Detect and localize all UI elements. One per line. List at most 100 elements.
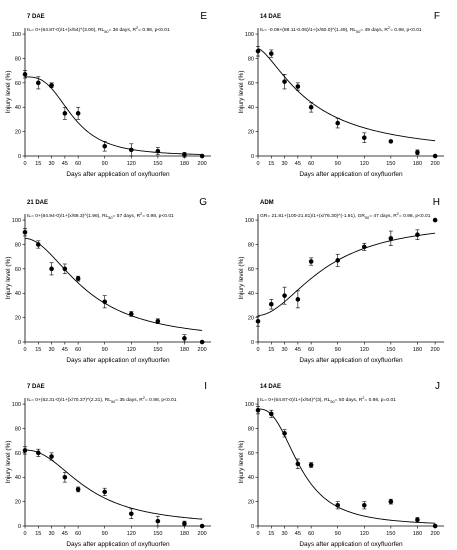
fit-equation: IL= 0+(64.87-0)/1+(x/54)^(3), RL50= 50 d… <box>260 396 396 404</box>
fit-equation: IL= 0+(84.94-0)/1+(x/69.3)^(1.96), RL50=… <box>27 212 174 220</box>
fit-curve <box>257 232 436 316</box>
fit-equation: IL= -0.06+(88.11-0.06)/1+(x/60.0)^(1.49)… <box>260 26 422 34</box>
x-tick-label: 90 <box>335 161 341 167</box>
y-tick-label: 80 <box>248 242 254 248</box>
panel-title: 21 DAE <box>27 200 48 206</box>
data-point <box>335 502 341 508</box>
data-point <box>199 153 205 159</box>
panel-letter: G <box>199 197 207 208</box>
data-point <box>35 450 41 456</box>
y-tick-label: 60 <box>15 267 21 273</box>
x-tick-label: 90 <box>102 161 108 167</box>
data-point <box>182 336 187 341</box>
y-axis-title: Injury level (%) <box>238 441 245 484</box>
x-tick-label: 15 <box>35 161 41 167</box>
x-tick-label: 0 <box>256 531 259 537</box>
y-axis-title: Injury level (%) <box>5 71 12 114</box>
data-point <box>388 499 394 504</box>
x-tick-label: 60 <box>75 161 81 167</box>
panel-title: ADM <box>260 200 274 206</box>
x-tick-label: 200 <box>198 161 207 167</box>
x-tick-label: 150 <box>153 161 162 167</box>
y-tick-label: 40 <box>15 475 21 481</box>
y-tick-label: 40 <box>248 475 254 481</box>
fit-equation: IL= 0+(64.87-0)/1+(x/54)^(3.00), RL50= 3… <box>27 26 170 34</box>
data-point <box>361 502 367 508</box>
data-point <box>335 258 341 263</box>
data-point <box>22 72 28 77</box>
x-tick-label: 150 <box>386 347 395 353</box>
y-tick-label: 80 <box>248 426 254 432</box>
data-point <box>415 150 420 155</box>
data-point <box>308 462 314 468</box>
x-axis-title: Days after application of oxyfluorfen <box>299 171 403 178</box>
x-tick-label: 0 <box>23 347 26 353</box>
x-tick-label: 45 <box>295 531 301 537</box>
x-tick-label: 120 <box>127 161 136 167</box>
y-tick-label: 100 <box>12 32 21 38</box>
y-tick-label: 80 <box>15 56 21 62</box>
y-axis-title: Injury level (%) <box>5 441 12 484</box>
y-tick-label: 0 <box>18 340 21 346</box>
x-tick-label: 90 <box>335 347 341 353</box>
x-tick-label: 150 <box>386 161 395 167</box>
panel-title: 7 DAE <box>27 384 45 390</box>
data-point <box>155 518 161 524</box>
data-point <box>62 111 68 116</box>
panel-title: 14 DAE <box>260 14 281 20</box>
x-axis-title: Days after application of oxyfluorfen <box>299 357 403 364</box>
x-tick-label: 30 <box>49 531 55 537</box>
data-point <box>102 489 108 495</box>
data-point <box>128 147 134 153</box>
data-point <box>361 135 367 141</box>
panel-h: 0 20 40 60 80 100 0 15 30 45 60 90 120 150 180 200 Days … <box>238 197 444 364</box>
data-point <box>128 311 134 317</box>
x-tick-label: 90 <box>335 531 341 537</box>
data-point <box>199 523 205 529</box>
x-tick-label: 45 <box>62 347 68 353</box>
y-tick-label: 80 <box>15 242 21 248</box>
x-tick-label: 30 <box>282 347 288 353</box>
x-tick-label: 45 <box>62 531 68 537</box>
x-tick-label: 180 <box>413 531 422 537</box>
panel-e: 0 20 40 60 80 100 0 15 30 45 60 90 120 150 180 200 Days … <box>5 11 211 178</box>
x-tick-label: 120 <box>360 161 369 167</box>
data-point <box>35 80 41 86</box>
data-point <box>22 229 28 235</box>
data-point <box>255 407 261 413</box>
x-tick-label: 120 <box>360 347 369 353</box>
fit-curve <box>24 449 203 520</box>
panel-letter: H <box>433 197 440 208</box>
x-tick-label: 15 <box>35 347 41 353</box>
x-tick-label: 30 <box>49 161 55 167</box>
data-point <box>62 266 68 272</box>
fit-curve <box>257 408 436 524</box>
data-point <box>182 152 187 158</box>
data-point <box>432 523 438 529</box>
data-point <box>295 461 301 467</box>
x-axis-title: Days after application of oxyfluorfen <box>66 541 170 548</box>
panel-j: 0 20 40 60 80 100 0 15 30 45 60 90 120 150 180 200 Days … <box>238 381 444 548</box>
y-tick-label: 0 <box>18 154 21 160</box>
data-point <box>255 48 261 54</box>
y-tick-label: 80 <box>248 56 254 62</box>
x-tick-label: 200 <box>431 161 440 167</box>
data-point <box>155 148 161 154</box>
x-tick-label: 200 <box>431 347 440 353</box>
data-point <box>255 318 261 324</box>
y-tick-label: 40 <box>248 291 254 297</box>
x-tick-label: 60 <box>308 347 314 353</box>
x-tick-label: 15 <box>268 531 274 537</box>
data-point <box>182 521 187 526</box>
y-tick-label: 40 <box>15 105 21 111</box>
data-point <box>268 301 274 307</box>
x-tick-label: 150 <box>386 531 395 537</box>
fit-equation: IL= 0+(62.31-0)/1+(x/70.37)^(2.21), RL50… <box>27 396 177 404</box>
fit-curve <box>25 76 203 155</box>
x-tick-label: 60 <box>75 531 81 537</box>
data-point <box>128 511 134 517</box>
x-axis-title: Days after application of oxyfluorfen <box>299 541 403 548</box>
data-point <box>268 51 274 56</box>
data-point <box>22 448 28 453</box>
x-tick-label: 200 <box>198 531 207 537</box>
